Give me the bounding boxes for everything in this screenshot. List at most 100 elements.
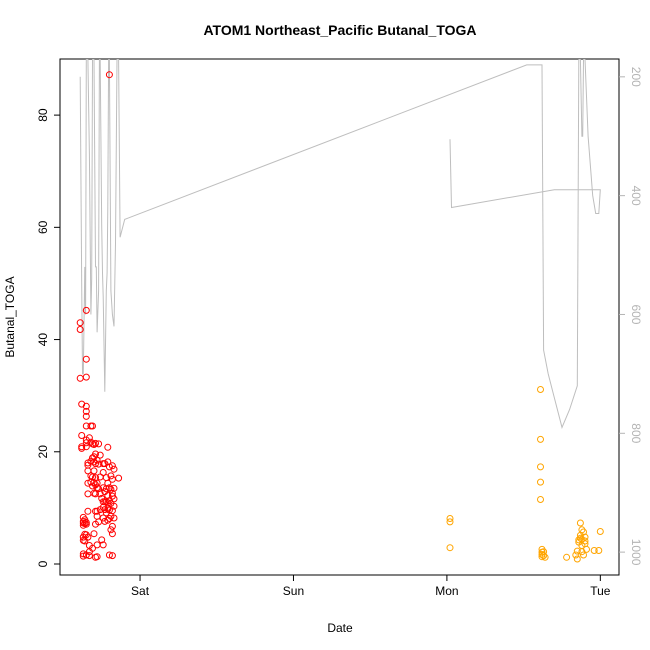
data-point-series-1 <box>104 443 112 451</box>
data-point-series-2 <box>581 533 589 541</box>
data-point-series-2 <box>537 496 544 503</box>
data-point-series-1 <box>78 432 86 439</box>
y2-axis: 200 400 600 800 1000 <box>619 67 643 566</box>
data-point-series-1 <box>84 507 92 515</box>
data-point-series-1 <box>98 536 106 544</box>
data-point-series-1 <box>76 319 84 327</box>
data-point-series-1 <box>92 490 99 498</box>
data-point-series-1 <box>85 434 93 442</box>
data-point-series-1 <box>105 506 113 514</box>
x-tick-label: Mon <box>435 584 458 598</box>
data-point-series-1 <box>105 71 113 79</box>
data-point-series-1 <box>82 373 90 381</box>
data-point-series-1 <box>104 505 112 513</box>
data-point-series-1 <box>90 467 98 475</box>
data-point-series-2 <box>537 435 544 443</box>
data-point-series-1 <box>89 422 96 430</box>
data-point-series-1 <box>84 490 92 498</box>
data-point-series-1 <box>110 514 118 522</box>
data-point-series-1 <box>110 484 118 492</box>
y2-tick-label: 600 <box>629 304 643 324</box>
data-point-series-1 <box>78 444 86 452</box>
y-tick-label: 20 <box>36 445 50 459</box>
y2-tick-label: 200 <box>629 67 643 87</box>
data-point-series-1 <box>82 355 90 363</box>
data-point-series-2 <box>572 551 580 559</box>
y-axis: 0 20 40 60 80 <box>36 108 60 567</box>
data-point-series-1 <box>108 530 116 538</box>
data-point-series-1 <box>82 407 90 415</box>
data-point-series-1 <box>85 552 93 560</box>
data-point-series-2 <box>578 526 586 534</box>
data-point-series-2 <box>537 463 544 471</box>
data-point-series-2 <box>580 551 587 559</box>
data-point-series-1 <box>92 460 99 468</box>
data-point-series-1 <box>108 507 116 515</box>
data-point-series-2 <box>563 553 571 561</box>
data-point-series-2 <box>581 537 589 545</box>
data-point-series-1 <box>101 506 109 514</box>
data-point-series-1 <box>92 450 99 458</box>
data-point-series-1 <box>76 326 84 333</box>
data-point-series-2 <box>573 555 581 563</box>
data-point-series-1 <box>104 479 112 487</box>
data-point-series-1 <box>107 472 115 480</box>
data-point-series-1 <box>82 520 90 528</box>
data-point-series-2 <box>541 553 549 561</box>
y2-tick-label: 800 <box>629 423 643 443</box>
data-point-series-1 <box>115 474 123 482</box>
data-point-series-2 <box>537 386 544 393</box>
data-point-series-1 <box>108 552 116 560</box>
data-point-series-1 <box>90 530 98 538</box>
data-point-series-2 <box>573 547 581 555</box>
data-point-series-2 <box>446 518 454 526</box>
points-layer <box>76 71 604 563</box>
x-axis-label: Date <box>327 621 353 635</box>
data-point-series-1 <box>107 526 115 534</box>
data-point-series-1 <box>93 541 101 549</box>
data-point-series-1 <box>84 533 92 541</box>
data-point-series-2 <box>590 547 598 554</box>
y-axis-label: Butanal_TOGA <box>3 276 17 357</box>
data-point-series-1 <box>89 544 96 552</box>
altitude-line <box>79 59 601 429</box>
y2-tick-label: 1000 <box>629 539 643 566</box>
y2-tick-label: 400 <box>629 186 643 206</box>
data-point-series-1 <box>108 462 116 470</box>
data-point-series-1 <box>92 439 99 447</box>
data-point-series-2 <box>446 515 454 522</box>
data-point-series-2 <box>583 545 590 553</box>
data-point-series-1 <box>79 550 87 558</box>
data-point-series-1 <box>102 498 110 506</box>
data-point-series-2 <box>538 553 546 561</box>
data-point-series-1 <box>82 443 90 451</box>
data-point-series-1 <box>110 465 118 473</box>
data-point-series-2 <box>446 544 454 552</box>
data-point-series-1 <box>82 306 90 314</box>
y-tick-label: 80 <box>36 108 50 122</box>
data-point-series-1 <box>110 502 118 510</box>
data-point-series-1 <box>99 469 107 476</box>
data-point-series-1 <box>108 522 116 530</box>
chart-title: ATOM1 Northeast_Pacific Butanal_TOGA <box>203 22 476 38</box>
plot-frame <box>59 58 620 576</box>
x-tick-label: Tue <box>590 584 611 598</box>
data-point-series-1 <box>93 553 101 561</box>
data-point-series-1 <box>82 412 90 420</box>
altitude-layer <box>79 59 601 429</box>
data-point-series-2 <box>580 528 587 536</box>
x-tick-label: Sat <box>131 584 150 598</box>
data-point-series-1 <box>105 551 113 559</box>
data-point-series-1 <box>105 484 113 492</box>
data-point-series-1 <box>90 441 98 448</box>
data-point-series-1 <box>104 458 112 466</box>
x-tick-label: Sun <box>283 584 304 598</box>
data-point-series-1 <box>95 440 103 448</box>
y-tick-label: 60 <box>36 220 50 234</box>
data-point-series-2 <box>537 478 544 486</box>
y-tick-label: 0 <box>36 560 50 567</box>
data-point-series-1 <box>96 451 104 459</box>
data-point-series-2 <box>596 528 604 535</box>
data-point-series-2 <box>576 519 584 527</box>
